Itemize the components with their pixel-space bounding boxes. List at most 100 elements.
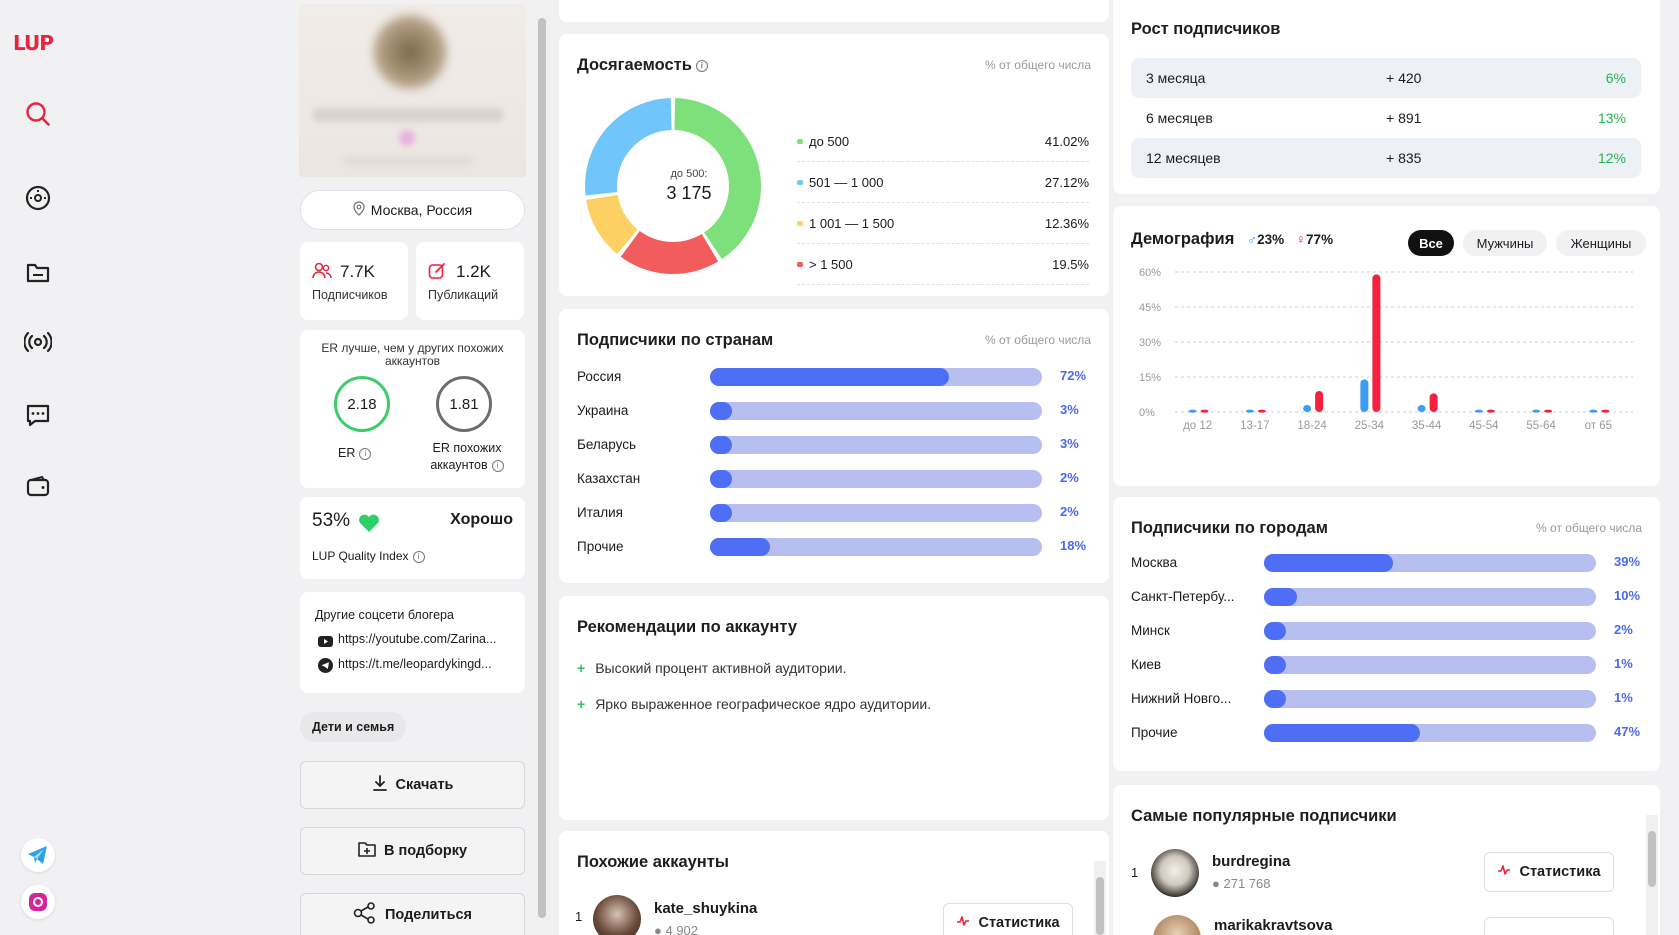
similar-username[interactable]: kate_shuykina: [654, 900, 758, 917]
female-bar: [1257, 409, 1266, 413]
male-bar: [1188, 409, 1197, 413]
x-tick-label: 45-54: [1469, 420, 1499, 432]
popular-scrollbar-thumb[interactable]: [1648, 831, 1656, 887]
popular-username-2[interactable]: marikakravtsova: [1214, 917, 1333, 934]
progress-track: [1264, 622, 1596, 640]
growth-title: Рост подписчиков: [1131, 20, 1281, 38]
filter-all-chip[interactable]: Все: [1408, 230, 1454, 256]
similar-avatar[interactable]: [593, 895, 641, 935]
growth-delta: + 891: [1386, 110, 1422, 126]
share-button[interactable]: Поделиться: [300, 893, 525, 935]
cities-row: Москва 39%: [1131, 548, 1641, 578]
female-bar: [1544, 409, 1553, 413]
progress-fill: [1264, 588, 1298, 606]
countries-name: Россия: [577, 369, 622, 384]
followers-stat: 7.7K Подписчиков: [300, 242, 408, 320]
female-bar: [1315, 391, 1324, 412]
add-to-collection-button[interactable]: В подборку: [300, 827, 525, 875]
location-pill: Москва, Россия: [300, 190, 525, 230]
countries-row: Италия 2%: [577, 498, 1087, 528]
user-icon: ●: [654, 923, 662, 935]
telegram-icon[interactable]: [21, 838, 55, 872]
info-icon[interactable]: i: [359, 447, 372, 460]
progress-fill: [710, 402, 732, 420]
female-percent: 77%: [1306, 232, 1334, 247]
cities-row: Минск 2%: [1131, 616, 1641, 646]
similar-scrollbar-thumb[interactable]: [1096, 877, 1104, 935]
female-bar: [1486, 409, 1495, 413]
youtube-link[interactable]: https://youtube.com/Zarina...: [338, 632, 497, 646]
countries-row: Прочие 18%: [577, 532, 1087, 562]
popular-username[interactable]: burdregina: [1212, 853, 1291, 870]
location-text: Москва, Россия: [370, 202, 473, 218]
reach-legend-row: до 500 41.02%: [797, 122, 1089, 162]
x-tick-label: до 12: [1183, 420, 1212, 432]
countries-percent: 3%: [1060, 436, 1079, 451]
progress-track: [1264, 588, 1596, 606]
category-tag[interactable]: Дети и семья: [300, 712, 407, 742]
popular-statistics-button[interactable]: Статистика: [1484, 852, 1614, 892]
male-bar: [1532, 409, 1541, 413]
reach-legend-row: 1 001 — 1 500 12.36%: [797, 204, 1089, 244]
gender-split: ♂23% ♀77%: [1247, 232, 1333, 247]
instagram-icon[interactable]: [21, 885, 55, 919]
growth-percent: 13%: [1597, 110, 1626, 126]
popular-avatar-2[interactable]: [1153, 915, 1201, 935]
similar-scrollbar[interactable]: [1094, 861, 1106, 935]
wallet-icon[interactable]: [24, 472, 52, 500]
female-bar: [1200, 409, 1209, 413]
filter-women-chip[interactable]: Женщины: [1556, 230, 1646, 256]
search-icon[interactable]: [24, 100, 52, 128]
user-icon: ●: [1212, 876, 1220, 891]
recommendations-card: Рекомендации по аккаунту + Высокий процен…: [559, 596, 1109, 820]
broadcast-icon[interactable]: [24, 328, 52, 356]
info-icon[interactable]: i: [412, 550, 425, 563]
folder-icon[interactable]: [24, 258, 52, 286]
countries-name: Прочие: [577, 539, 624, 554]
growth-delta: + 835: [1386, 150, 1422, 166]
telegram-link[interactable]: https://t.me/leopardykingd...: [338, 657, 492, 671]
female-bar: [1372, 274, 1381, 412]
page-scrollbar-thumb[interactable]: [538, 18, 546, 918]
cities-name: Нижний Новго...: [1131, 691, 1232, 706]
age-bar-chart: 60% 45% 30% 15% 0% до 12 13-17 18-24 25-34 35-44 4…: [1139, 267, 1633, 432]
download-button[interactable]: Скачать: [300, 761, 525, 809]
legend-dot: [797, 221, 803, 226]
countries-percent: 3%: [1060, 402, 1079, 417]
chat-icon[interactable]: [24, 401, 52, 429]
legend-dot: [797, 139, 803, 144]
pulse-icon: [956, 915, 970, 931]
legend-value: 41.02%: [1044, 134, 1089, 149]
heart-icon: [358, 513, 380, 538]
cities-row: Нижний Новго... 1%: [1131, 684, 1641, 714]
info-icon[interactable]: i: [695, 59, 708, 72]
popular-scrollbar[interactable]: [1646, 815, 1658, 935]
legend-label: 501 — 1 000: [809, 175, 884, 190]
quality-rating: Хорошо: [450, 511, 513, 528]
cities-percent: 10%: [1614, 588, 1641, 603]
cities-percent: 1%: [1614, 656, 1633, 671]
right-scrollbar[interactable]: [1663, 0, 1679, 935]
dashboard-icon[interactable]: [24, 184, 52, 212]
donut-center-label: до 500:: [670, 168, 708, 180]
lup-logo[interactable]: LUP: [13, 31, 54, 55]
info-icon[interactable]: i: [491, 459, 504, 472]
countries-percent: 18%: [1060, 538, 1087, 553]
filter-men-chip[interactable]: Мужчины: [1463, 230, 1547, 256]
popular-statistics-button-2[interactable]: [1484, 917, 1614, 935]
progress-fill: [710, 504, 732, 522]
cities-name: Минск: [1131, 623, 1170, 638]
progress-track: [1264, 554, 1596, 572]
popular-avatar[interactable]: [1151, 849, 1199, 897]
legend-label: до 500: [809, 134, 850, 149]
countries-name: Казахстан: [577, 471, 641, 486]
quality-label-row: LUP Quality Index i: [312, 549, 425, 563]
recommendation-text: Ярко выраженное географическое ядро ауди…: [595, 696, 932, 712]
pulse-icon: [1497, 864, 1511, 880]
male-bar: [1474, 409, 1483, 413]
page-scrollbar[interactable]: [534, 0, 550, 935]
similar-statistics-button[interactable]: Статистика: [943, 903, 1073, 935]
countries-name: Италия: [577, 505, 623, 520]
er-ring: 2.18: [334, 376, 390, 432]
cities-name: Санкт-Петербу...: [1131, 589, 1235, 604]
